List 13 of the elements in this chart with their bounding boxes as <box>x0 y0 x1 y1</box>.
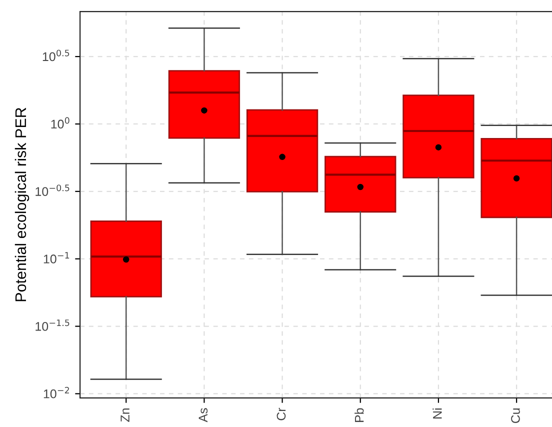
y-tick-label: 10$^{−1.5}$ <box>36 320 70 331</box>
y-axis-title: Potential ecological risk PER <box>14 108 30 302</box>
x-tick-label: Ni <box>432 408 442 418</box>
x-tick-label: Pb <box>354 408 364 422</box>
x-tick-label: Cu <box>511 408 520 424</box>
x-tick-label: As <box>198 408 208 422</box>
x-tick-label: Cr <box>276 408 286 420</box>
y-tick-label: 10$^{−0.5}$ <box>36 184 70 196</box>
y-tick-label: 10$^{0.5}$ <box>42 50 70 62</box>
x-tick-label: Zn <box>120 408 130 422</box>
y-tick-label: 10$^{−1}$ <box>44 252 70 264</box>
y-tick-label: 10$^{−2}$ <box>44 386 69 398</box>
y-tick-label: 10$^{0}$ <box>51 117 70 129</box>
